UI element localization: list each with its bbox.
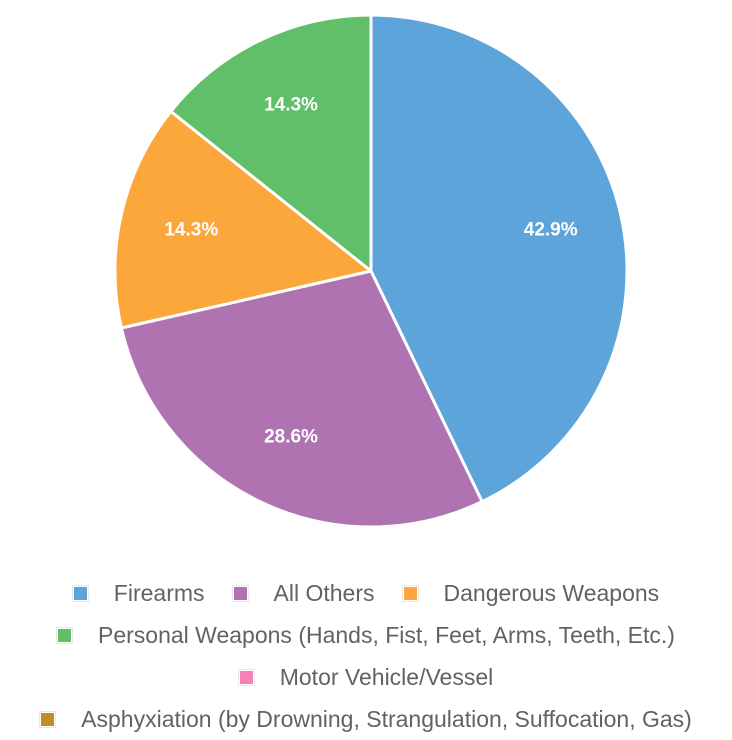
legend-swatch bbox=[72, 585, 88, 601]
legend-item-motor-vehicle-vessel[interactable]: Motor Vehicle/Vessel bbox=[238, 663, 494, 691]
legend-row: Asphyxiation (by Drowning, Strangulation… bbox=[0, 698, 732, 740]
legend-swatch bbox=[40, 711, 56, 727]
legend-label: Asphyxiation (by Drowning, Strangulation… bbox=[81, 705, 692, 732]
slice-label-all-others: 28.6% bbox=[264, 427, 318, 448]
legend-item-firearms[interactable]: Firearms bbox=[72, 579, 205, 607]
legend-swatch bbox=[238, 669, 254, 685]
legend-label: Dangerous Weapons bbox=[443, 579, 660, 606]
pie-slice-dangerous-weapons[interactable] bbox=[113, 109, 373, 330]
slice-label-personal-weapons-hands-fist-feet-arms-teeth-etc: 14.3% bbox=[264, 94, 318, 115]
legend-item-all-others[interactable]: All Others bbox=[232, 579, 375, 607]
legend-label: Firearms bbox=[113, 579, 205, 606]
pie-slice-all-others[interactable] bbox=[119, 269, 484, 529]
legend-swatch bbox=[57, 627, 73, 643]
legend-item-dangerous-weapons[interactable]: Dangerous Weapons bbox=[402, 579, 660, 607]
legend-row: Personal Weapons (Hands, Fist, Feet, Arm… bbox=[0, 614, 732, 656]
legend-label: Personal Weapons (Hands, Fist, Feet, Arm… bbox=[98, 621, 675, 648]
slice-label-firearms: 42.9% bbox=[524, 219, 578, 240]
legend-item-personal-weapons-hands-fist-feet-arms-teeth-etc[interactable]: Personal Weapons (Hands, Fist, Feet, Arm… bbox=[57, 622, 675, 649]
legend-label: Motor Vehicle/Vessel bbox=[279, 663, 494, 690]
pie-chart: 42.9% 28.6% 14.3% 14.3% bbox=[113, 13, 629, 529]
legend-label: All Others bbox=[273, 579, 375, 606]
legend-swatch bbox=[402, 585, 418, 601]
pie-slice-personal-weapons-hands-fist-feet-arms-teeth-etc[interactable] bbox=[169, 13, 373, 273]
legend-swatch bbox=[232, 585, 248, 601]
legend-row: Motor Vehicle/Vessel bbox=[0, 656, 732, 698]
legend-row: Firearms All Others Dangerous Weapons bbox=[0, 572, 732, 614]
pie-slice-firearms[interactable] bbox=[369, 13, 629, 504]
legend-item-asphyxiation-by-drowning-strangulation-suffocation-gas[interactable]: Asphyxiation (by Drowning, Strangulation… bbox=[40, 706, 692, 733]
slice-label-dangerous-weapons: 14.3% bbox=[164, 219, 218, 240]
legend: Firearms All Others Dangerous Weapons Perso… bbox=[0, 572, 732, 740]
